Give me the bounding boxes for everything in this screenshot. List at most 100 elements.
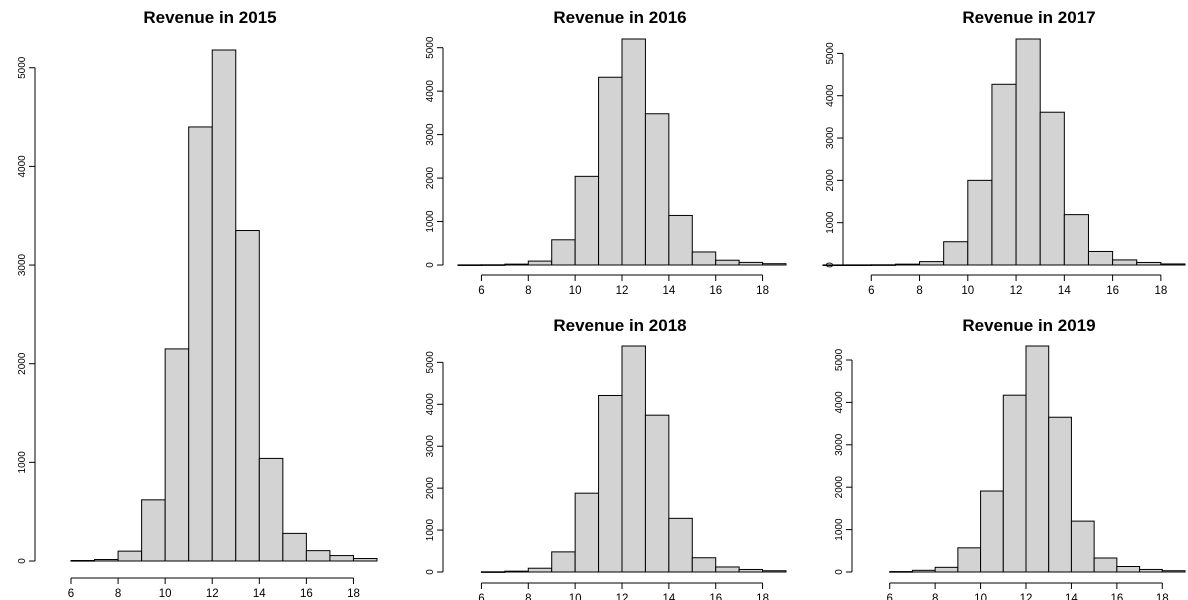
histogram-bar: [762, 263, 787, 266]
x-tick-label: 10: [569, 285, 582, 297]
histogram-bar: [980, 490, 1004, 573]
y-tick-label: 1000: [834, 518, 845, 541]
histogram-bar: [94, 559, 119, 562]
x-tick-label: 12: [616, 285, 629, 297]
histogram-bar: [738, 261, 764, 266]
x-tick-label: 6: [478, 593, 484, 600]
histogram-bar: [1112, 259, 1138, 266]
y-tick-label: 3000: [825, 126, 836, 149]
histogram-bar: [991, 83, 1017, 266]
x-tick-label: 14: [1065, 593, 1078, 600]
x-tick-label: 6: [478, 285, 484, 297]
x-tick-label: 18: [1154, 285, 1167, 297]
x-tick-label: 8: [932, 593, 938, 600]
histogram-bar: [668, 214, 693, 266]
histogram-bar: [329, 555, 354, 562]
y-tick-label: 3000: [17, 253, 28, 276]
y-tick-label: 5000: [425, 351, 436, 374]
histogram-bar: [1116, 565, 1141, 573]
histogram-bar: [551, 239, 576, 266]
histogram-bar: [504, 263, 529, 266]
y-tick-label: 5000: [17, 56, 28, 79]
histogram-bar: [574, 175, 600, 266]
histogram-bar: [141, 499, 166, 562]
histogram-bar: [480, 264, 506, 266]
panel-revenue-2018: Revenue in 2018 6 8 10 12 14 16 18 0 1000 2000 300…: [425, 316, 787, 600]
chart-title: Revenue in 2018: [553, 316, 686, 335]
x-tick-label: 10: [974, 593, 987, 600]
x-tick-label: 16: [709, 593, 722, 600]
histogram-bar: [846, 264, 872, 266]
histogram-bar: [691, 251, 717, 266]
x-tick-label: 18: [1156, 593, 1169, 600]
chart-title: Revenue in 2017: [962, 8, 1095, 27]
histogram-bar: [762, 570, 787, 573]
x-tick-label: 8: [916, 285, 922, 297]
histogram-bar: [894, 263, 921, 266]
y-tick-label: 0: [834, 569, 845, 575]
histogram-bar: [1160, 263, 1186, 266]
y-tick-label: 0: [17, 558, 28, 564]
x-tick-label: 8: [525, 593, 531, 600]
histogram-bar: [911, 569, 936, 573]
histogram-bar: [1136, 261, 1162, 266]
x-tick-label: 8: [115, 588, 121, 600]
x-tick-label: 6: [868, 285, 874, 297]
y-tick-label: 4000: [834, 391, 845, 414]
histogram-bar: [527, 260, 553, 266]
x-tick-label: 16: [300, 588, 313, 600]
histogram-bar: [598, 394, 623, 573]
chart-title: Revenue in 2016: [553, 8, 686, 27]
x-tick-label: 14: [662, 593, 675, 600]
histogram-bar: [1161, 570, 1186, 573]
histogram-bar: [957, 547, 982, 573]
histogram-bar: [117, 550, 143, 562]
x-tick-label: 6: [887, 593, 893, 600]
x-tick-label: 18: [756, 593, 769, 600]
histogram-bar: [551, 551, 576, 573]
histogram-bar: [282, 532, 307, 562]
histogram-bar: [943, 241, 969, 266]
x-tick-label: 14: [253, 588, 266, 600]
histogram-bar: [1093, 557, 1118, 573]
y-tick-label: 2000: [425, 477, 436, 500]
y-tick-label: 0: [425, 262, 436, 268]
panel-revenue-2019: Revenue in 2019 6 8 10 12 14 16 18 0 1000 2000 300…: [834, 316, 1186, 600]
histogram-bar: [738, 568, 764, 573]
x-tick-label: 16: [709, 285, 722, 297]
histogram-bar: [457, 264, 482, 266]
panel-revenue-2015: Revenue in 2015 6 8 10 12 14 16 18 0 1000 2000 300…: [17, 8, 378, 600]
x-tick-label: 6: [68, 588, 74, 600]
histogram-bar: [188, 126, 213, 562]
histogram-bar: [598, 76, 623, 266]
histogram-bar: [1002, 394, 1027, 573]
y-tick-label: 3000: [425, 435, 436, 458]
y-tick-label: 1000: [425, 519, 436, 542]
histogram-bar: [1139, 568, 1163, 573]
y-tick-label: 2000: [834, 476, 845, 499]
chart-title: Revenue in 2019: [962, 316, 1095, 335]
x-tick-label: 10: [569, 593, 582, 600]
y-tick-label: 1000: [425, 210, 436, 233]
x-tick-label: 10: [159, 588, 172, 600]
x-tick-label: 8: [525, 285, 531, 297]
y-tick-label: 0: [825, 262, 836, 268]
histogram-bar: [889, 571, 913, 573]
x-tick-label: 12: [206, 588, 219, 600]
histogram-bar: [164, 348, 190, 562]
histogram-bar: [621, 345, 646, 573]
panel-revenue-2016: Revenue in 2016 6 8 10 12 14 16 18 0 1000 2000 300…: [425, 8, 787, 297]
histogram-bar: [1025, 345, 1050, 573]
x-tick-label: 14: [662, 285, 675, 297]
histogram-bar: [504, 570, 529, 573]
chart-title: Revenue in 2015: [143, 8, 276, 27]
histogram-bar: [967, 179, 993, 266]
histogram-bar: [934, 566, 959, 573]
y-tick-label: 5000: [425, 36, 436, 59]
histogram-bar: [1048, 416, 1072, 573]
y-tick-label: 3000: [425, 123, 436, 146]
x-tick-label: 16: [1106, 285, 1119, 297]
y-tick-label: 4000: [425, 80, 436, 103]
x-tick-label: 12: [616, 593, 629, 600]
